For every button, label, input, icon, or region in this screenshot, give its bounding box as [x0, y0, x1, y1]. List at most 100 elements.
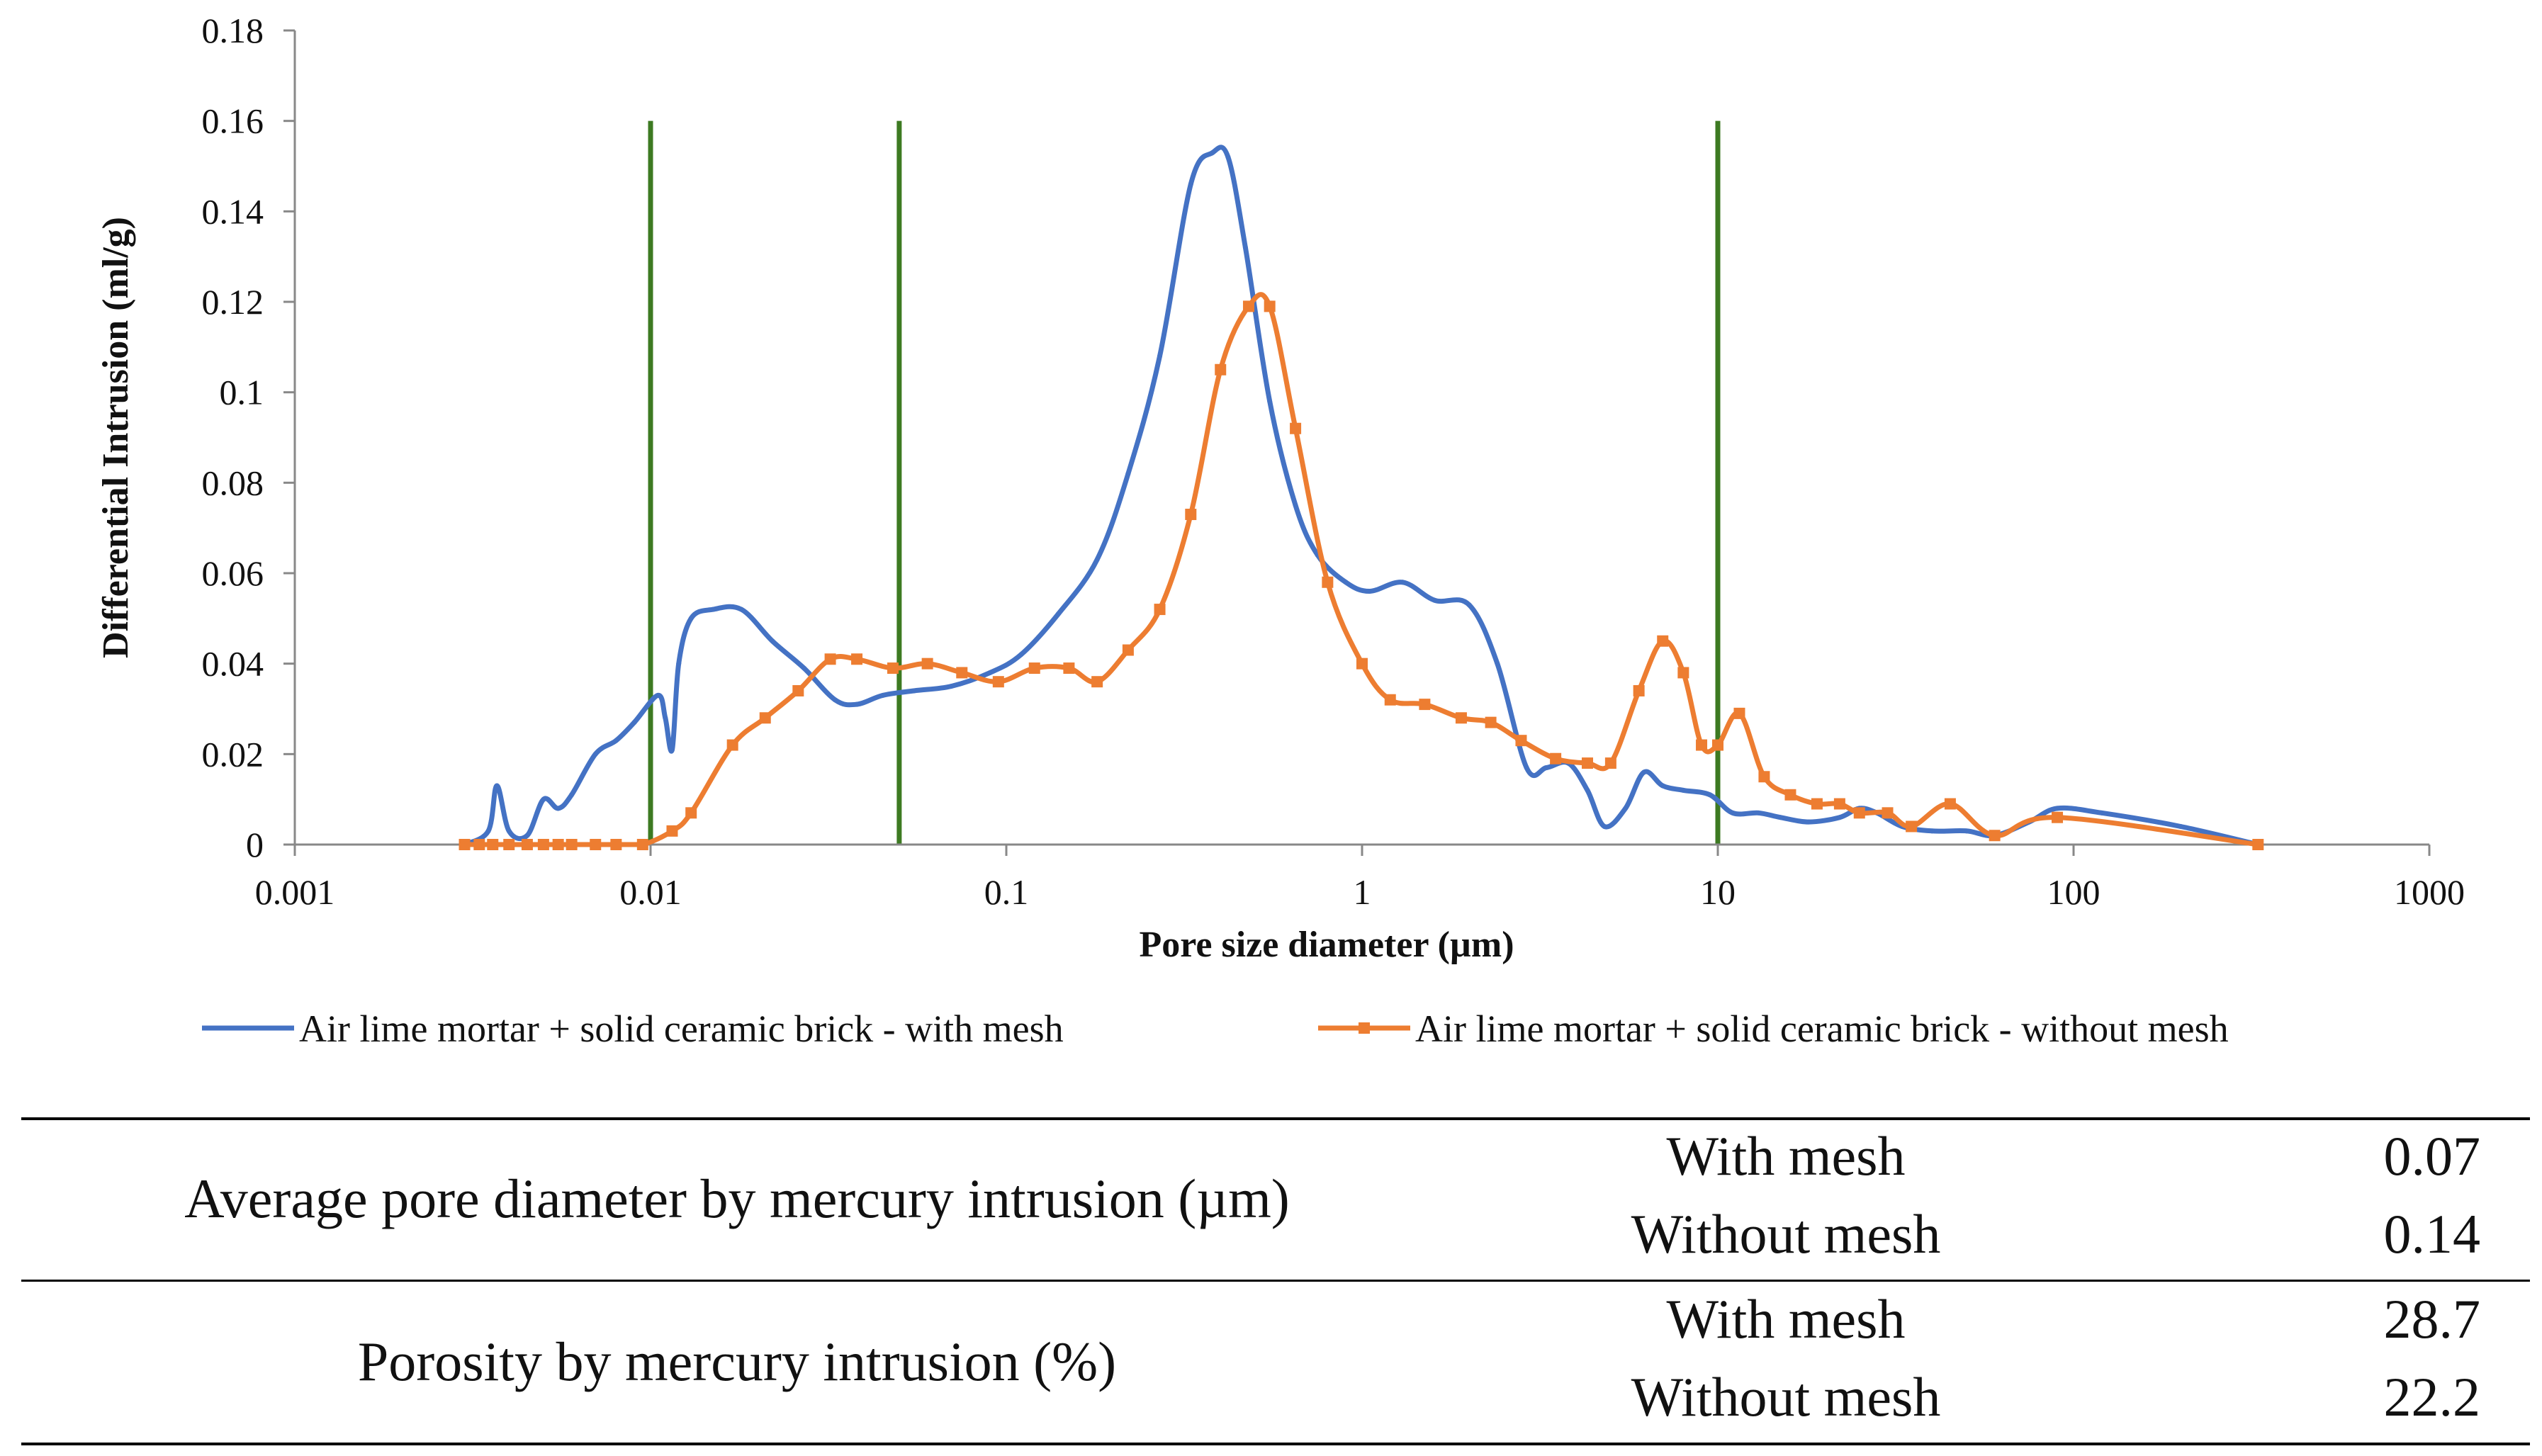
- data-point-with-mesh: [1125, 471, 1131, 477]
- data-point-without-mesh: [1154, 604, 1166, 616]
- data-point-without-mesh: [759, 712, 771, 724]
- table-value-cell: 0.14: [2383, 1203, 2481, 1265]
- table-middle-rule: [21, 1280, 2530, 1282]
- legend-item-without-mesh: Air lime mortar + solid ceramic brick - …: [1318, 1008, 2229, 1050]
- series-lines: [459, 145, 2264, 850]
- data-point-without-mesh: [1419, 699, 1431, 711]
- data-point-with-mesh: [1680, 787, 1686, 793]
- x-tick-label: 1: [1354, 872, 1371, 912]
- data-point-without-mesh: [521, 839, 533, 850]
- data-point-without-mesh: [590, 839, 602, 850]
- data-point-with-mesh: [1806, 819, 1811, 825]
- data-point-with-mesh: [485, 828, 491, 834]
- data-point-without-mesh: [1091, 676, 1103, 688]
- vertical-reference-lines: [648, 120, 1721, 845]
- data-point-without-mesh: [1384, 694, 1396, 706]
- data-point-without-mesh: [792, 684, 804, 696]
- data-point-without-mesh: [1604, 757, 1616, 769]
- data-point-with-mesh: [1400, 580, 1405, 585]
- data-point-without-mesh: [1657, 635, 1669, 647]
- data-point-with-mesh: [1837, 815, 1843, 820]
- data-point-without-mesh: [1242, 300, 1254, 312]
- data-point-without-mesh: [1550, 752, 1562, 764]
- legend-marker-without-mesh: [1359, 1022, 1370, 1034]
- y-tick-label: 0.16: [202, 101, 264, 141]
- y-axis-title: Differential Intrusion (ml/g): [96, 217, 136, 658]
- data-point-with-mesh: [1660, 783, 1665, 789]
- data-point-with-mesh: [1188, 181, 1193, 187]
- data-point-without-mesh: [666, 825, 678, 837]
- data-point-without-mesh: [1322, 576, 1334, 588]
- y-tick-label: 0: [246, 825, 264, 864]
- data-point-without-mesh: [487, 839, 499, 850]
- data-point-without-mesh: [921, 658, 933, 670]
- data-point-with-mesh: [1602, 823, 1607, 829]
- data-point-without-mesh: [552, 839, 564, 850]
- data-point-with-mesh: [556, 806, 561, 811]
- data-point-without-mesh: [1882, 807, 1894, 819]
- y-tick-label: 0.02: [202, 734, 264, 774]
- data-point-with-mesh: [613, 738, 619, 743]
- data-point-with-mesh: [1730, 810, 1736, 816]
- series-line-without-mesh: [464, 292, 2259, 847]
- data-point-without-mesh: [824, 653, 836, 665]
- data-point-without-mesh: [1633, 684, 1645, 696]
- data-point-without-mesh: [685, 807, 697, 819]
- table-label-porosity: Porosity by mercury intrusion (%): [357, 1331, 1117, 1392]
- table-condition-cell: Without mesh: [1631, 1366, 1941, 1428]
- data-point-with-mesh: [656, 692, 661, 698]
- data-point-without-mesh: [1215, 363, 1227, 376]
- data-point-without-mesh: [1696, 739, 1708, 751]
- data-point-with-mesh: [1466, 602, 1472, 608]
- data-point-with-mesh: [631, 720, 637, 726]
- data-point-with-mesh: [1018, 652, 1024, 658]
- axes: [293, 30, 2429, 846]
- data-point-with-mesh: [948, 684, 954, 689]
- data-point-without-mesh: [1185, 509, 1197, 521]
- y-tick-labels: 0 0.02 0.04 0.06 0.08 0.1 0.12 0.14 0.16 0.18: [202, 11, 295, 864]
- data-point-without-mesh: [851, 653, 863, 665]
- data-point-with-mesh: [1929, 828, 1935, 834]
- data-point-with-mesh: [592, 751, 598, 757]
- data-point-with-mesh: [2099, 810, 2105, 816]
- data-point-without-mesh: [1906, 820, 1918, 833]
- data-point-with-mesh: [676, 661, 682, 667]
- x-axis-title: Pore size diameter (µm): [1139, 925, 1514, 965]
- x-tick-labels: 0.001 0.01 0.1 1 10 100 1000: [255, 845, 2465, 912]
- table-value-cell: 22.2: [2383, 1366, 2481, 1428]
- data-point-with-mesh: [1242, 244, 1248, 250]
- data-point-with-mesh: [1343, 580, 1349, 585]
- data-point-with-mesh: [506, 828, 512, 834]
- data-point-with-mesh: [802, 665, 807, 671]
- data-point-with-mesh: [1432, 597, 1437, 603]
- y-tick-label: 0.14: [202, 191, 264, 231]
- table-condition-cell: With mesh: [1666, 1288, 1906, 1350]
- data-point-with-mesh: [1585, 787, 1590, 793]
- data-point-with-mesh: [1293, 502, 1298, 508]
- table-value-cell: 28.7: [2383, 1288, 2481, 1350]
- data-point-with-mesh: [1964, 828, 1969, 834]
- x-tick-label: 100: [2047, 872, 2100, 912]
- data-point-with-mesh: [854, 701, 860, 707]
- data-point-with-mesh: [1094, 557, 1100, 563]
- data-point-without-mesh: [473, 839, 485, 850]
- x-tick-label: 0.01: [619, 872, 682, 912]
- data-point-without-mesh: [1290, 422, 1302, 434]
- data-point-with-mesh: [1367, 589, 1373, 594]
- summary-table: Average pore diameter by mercury intrusi…: [21, 1117, 2530, 1445]
- y-tick-label: 0.08: [202, 463, 264, 502]
- data-point-with-mesh: [880, 692, 886, 698]
- x-tick-label: 10: [1700, 872, 1736, 912]
- data-point-without-mesh: [1758, 771, 1770, 783]
- data-point-with-mesh: [1707, 792, 1713, 798]
- data-point-without-mesh: [1582, 757, 1594, 769]
- data-point-with-mesh: [832, 697, 838, 703]
- data-point-with-mesh: [2178, 823, 2183, 829]
- legend: Air lime mortar + solid ceramic brick - …: [202, 1008, 2229, 1050]
- legend-item-with-mesh: Air lime mortar + solid ceramic brick - …: [202, 1008, 1064, 1050]
- data-point-without-mesh: [1784, 789, 1796, 801]
- data-point-without-mesh: [1455, 712, 1467, 724]
- data-point-without-mesh: [1063, 662, 1075, 675]
- data-point-with-mesh: [569, 792, 575, 798]
- y-tick-label: 0.04: [202, 644, 264, 684]
